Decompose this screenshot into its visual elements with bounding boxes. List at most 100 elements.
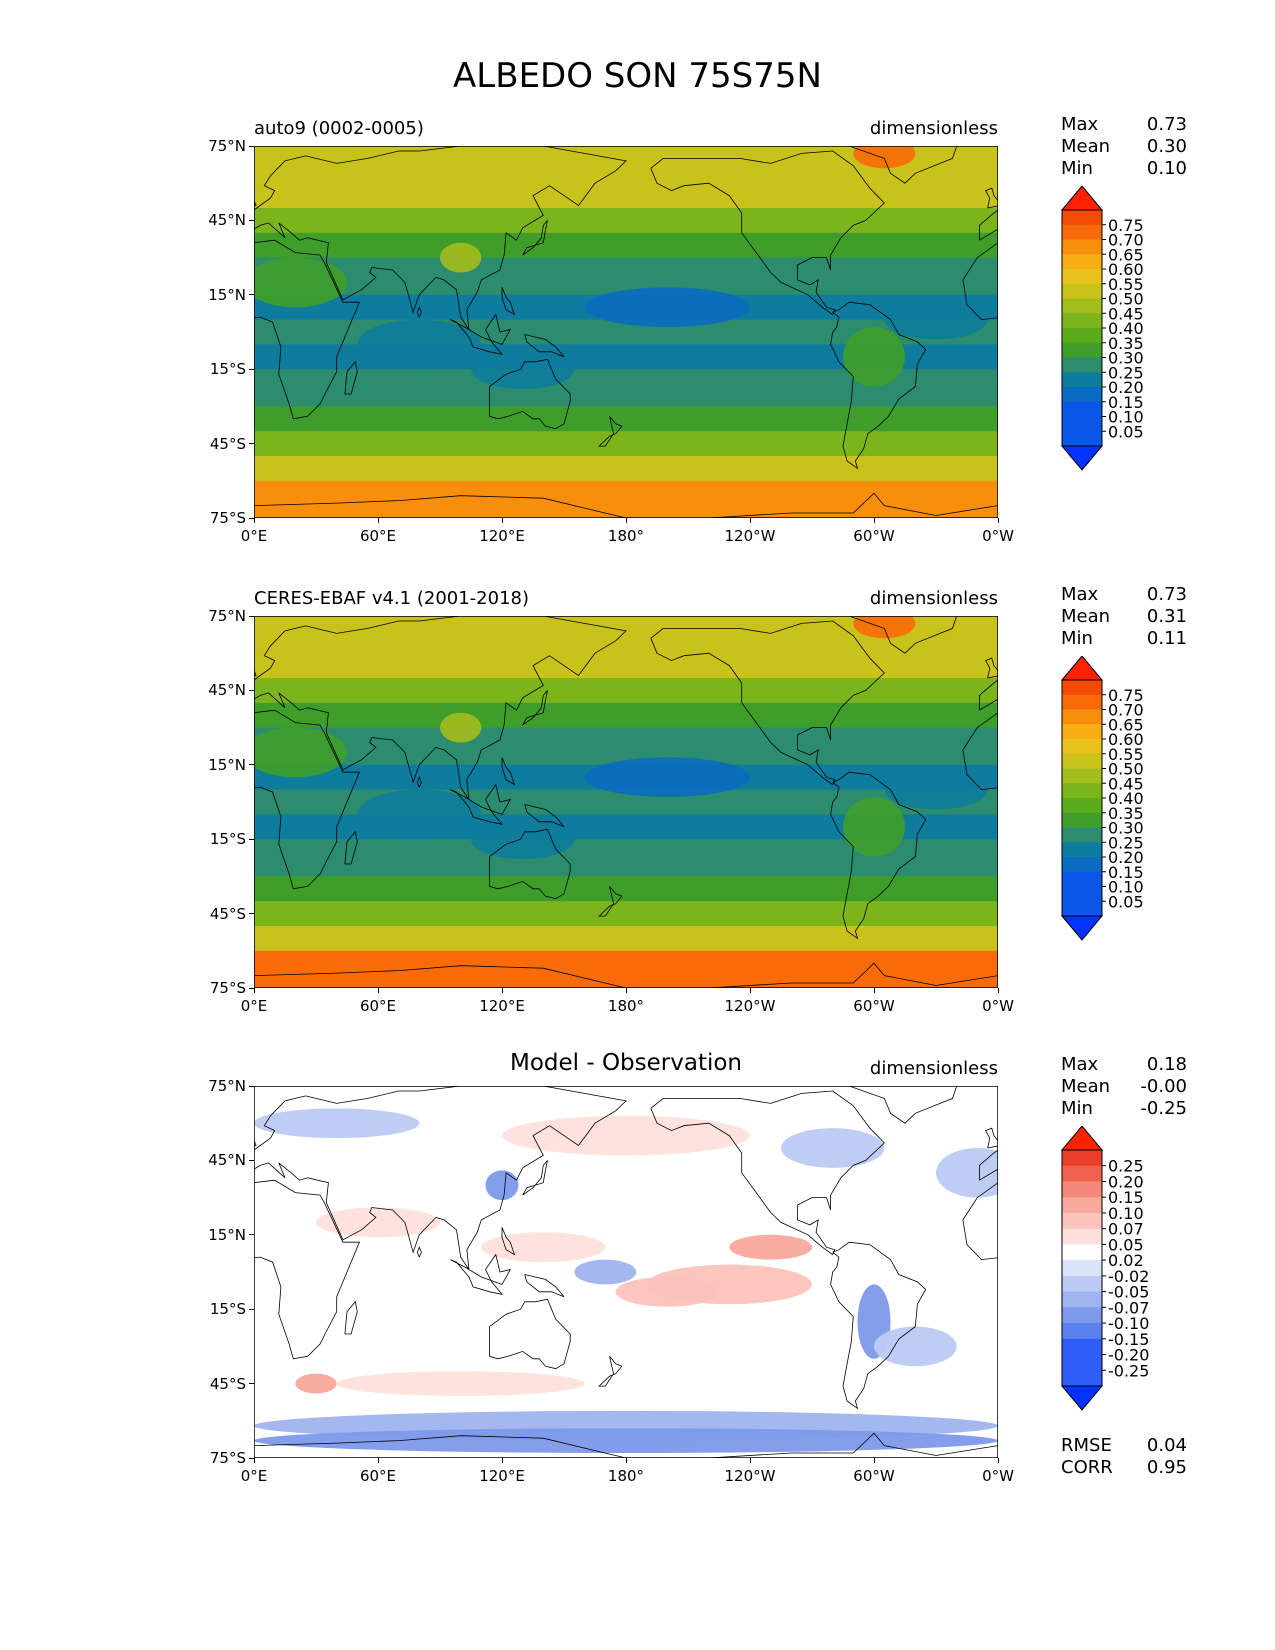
- coast-newguinea: [524, 804, 565, 828]
- stat-max: 0.73: [1146, 114, 1187, 135]
- colorbar-label: 0.25: [1108, 363, 1144, 382]
- diff-feature: [316, 1207, 440, 1238]
- lat-band: [254, 431, 998, 445]
- lat-band: [254, 690, 998, 704]
- colorbar-label: -0.07: [1108, 1298, 1149, 1317]
- colorbar-segment: [1062, 1275, 1102, 1293]
- lat-band: [254, 876, 998, 890]
- colorbar-label: 0.55: [1108, 745, 1144, 764]
- coast-uk: [254, 199, 257, 207]
- coastlines: [254, 616, 998, 988]
- colorbar-label: 0.50: [1108, 290, 1144, 309]
- colorbar-segment: [1062, 254, 1102, 270]
- difference-field: [254, 1086, 998, 1458]
- colorbar-label: 0.15: [1108, 1188, 1144, 1207]
- panel-obs: CERES-EBAF v4.1 (2001-2018) dimensionles…: [0, 584, 1275, 1048]
- colorbar-label: 0.45: [1108, 304, 1144, 323]
- diff-feature: [781, 1128, 885, 1168]
- x-tick-label: 0°E: [240, 1467, 268, 1485]
- field-feature: [584, 287, 750, 328]
- coast-japan: [522, 690, 548, 726]
- colorbar-extend-min: [1060, 445, 1104, 471]
- lat-band: [254, 640, 998, 654]
- colorbar-segment: [1062, 783, 1102, 799]
- colorbar-segment: [1062, 886, 1102, 902]
- colorbar-segment: [1062, 857, 1102, 873]
- coast-nz: [598, 416, 623, 447]
- colorbar-label: 0.35: [1108, 334, 1144, 353]
- colorbar-segment: [1062, 709, 1102, 725]
- y-tick-label: 15°N: [208, 1225, 246, 1244]
- colorbar-segment: [1062, 1212, 1102, 1230]
- stat-max: 0.73: [1146, 584, 1187, 605]
- coast-indonesia: [450, 783, 512, 825]
- lat-band: [254, 752, 998, 766]
- lat-band: [254, 369, 998, 383]
- diff-feature: [574, 1259, 637, 1285]
- y-tick-label: 75°S: [209, 1449, 246, 1467]
- lat-band: [254, 653, 998, 667]
- x-tick-mark: [749, 518, 751, 523]
- y-tick-mark: [249, 764, 254, 766]
- colorbar-segment: [1062, 724, 1102, 740]
- coastlines: [254, 146, 998, 518]
- lat-band: [254, 926, 998, 939]
- lat-band: [254, 208, 998, 221]
- colorbar-segment: [1062, 812, 1102, 828]
- x-tick-mark: [377, 988, 379, 993]
- field-feature: [884, 299, 988, 340]
- colorbar-segment: [1062, 1260, 1102, 1277]
- x-tick-mark: [749, 988, 751, 993]
- albedo-field: [254, 146, 998, 518]
- map-diff: [254, 1086, 998, 1458]
- x-tick-label: 180°: [607, 527, 645, 545]
- field-feature: [853, 616, 916, 639]
- colorbar-label: 0.10: [1108, 878, 1144, 897]
- colorbar-diff: 0.250.200.150.100.070.050.02-0.02-0.05-0…: [1060, 1126, 1149, 1411]
- y-tick-label: 75°S: [209, 509, 246, 527]
- lat-band: [254, 406, 998, 420]
- colorbar-label: 0.55: [1108, 275, 1144, 294]
- field-feature: [853, 146, 916, 169]
- coast-srilanka: [416, 1246, 422, 1258]
- colorbar-label: 0.40: [1108, 789, 1144, 808]
- colorbar-label: 0.02: [1108, 1251, 1144, 1270]
- colorbar-label: 0.07: [1108, 1220, 1144, 1239]
- colorbar-segment: [1062, 1197, 1102, 1214]
- y-tick-mark: [249, 689, 254, 691]
- colorbar-segment: [1062, 694, 1102, 710]
- coast-uk: [254, 669, 257, 677]
- y-tick-mark: [249, 838, 254, 840]
- colorbar-segment: [1062, 1181, 1102, 1198]
- stat-mean: 0.30: [1146, 136, 1187, 157]
- lat-band: [254, 270, 998, 283]
- y-tick-label: 15°S: [209, 360, 246, 379]
- x-tick-label: 0°E: [240, 527, 268, 545]
- stat-max-label: Max: [1061, 114, 1099, 135]
- lat-band: [254, 702, 998, 716]
- lat-band: [254, 394, 998, 407]
- colorbar-segment: [1062, 901, 1102, 917]
- stats-box: Max 0.18 Mean -0.00 Min -0.25: [1061, 1054, 1187, 1120]
- colorbar-label: 0.20: [1108, 1172, 1144, 1191]
- diff-feature: [336, 1371, 585, 1396]
- y-tick-label: 15°S: [209, 830, 246, 849]
- colorbar-segment: [1062, 1291, 1102, 1308]
- stat-mean: 0.31: [1146, 606, 1187, 627]
- x-tick-label: 60°E: [359, 527, 397, 545]
- colorbar-label: 0.45: [1108, 774, 1144, 793]
- colorbar-segment: [1062, 739, 1102, 755]
- coast-greenland: [849, 616, 958, 654]
- colorbar-label: 0.15: [1108, 393, 1144, 412]
- lat-band: [254, 665, 998, 679]
- coast-namerica: [650, 150, 885, 316]
- x-tick-label: 180°: [607, 1467, 645, 1485]
- coast-australia: [489, 828, 571, 900]
- coast-uk: [254, 1139, 257, 1147]
- stat-min-label: Min: [1061, 1098, 1093, 1119]
- coast-madagascar: [344, 830, 358, 865]
- field-feature: [884, 769, 988, 810]
- diff-feature: [502, 1115, 750, 1156]
- lat-band: [254, 628, 998, 642]
- lat-band: [254, 282, 998, 296]
